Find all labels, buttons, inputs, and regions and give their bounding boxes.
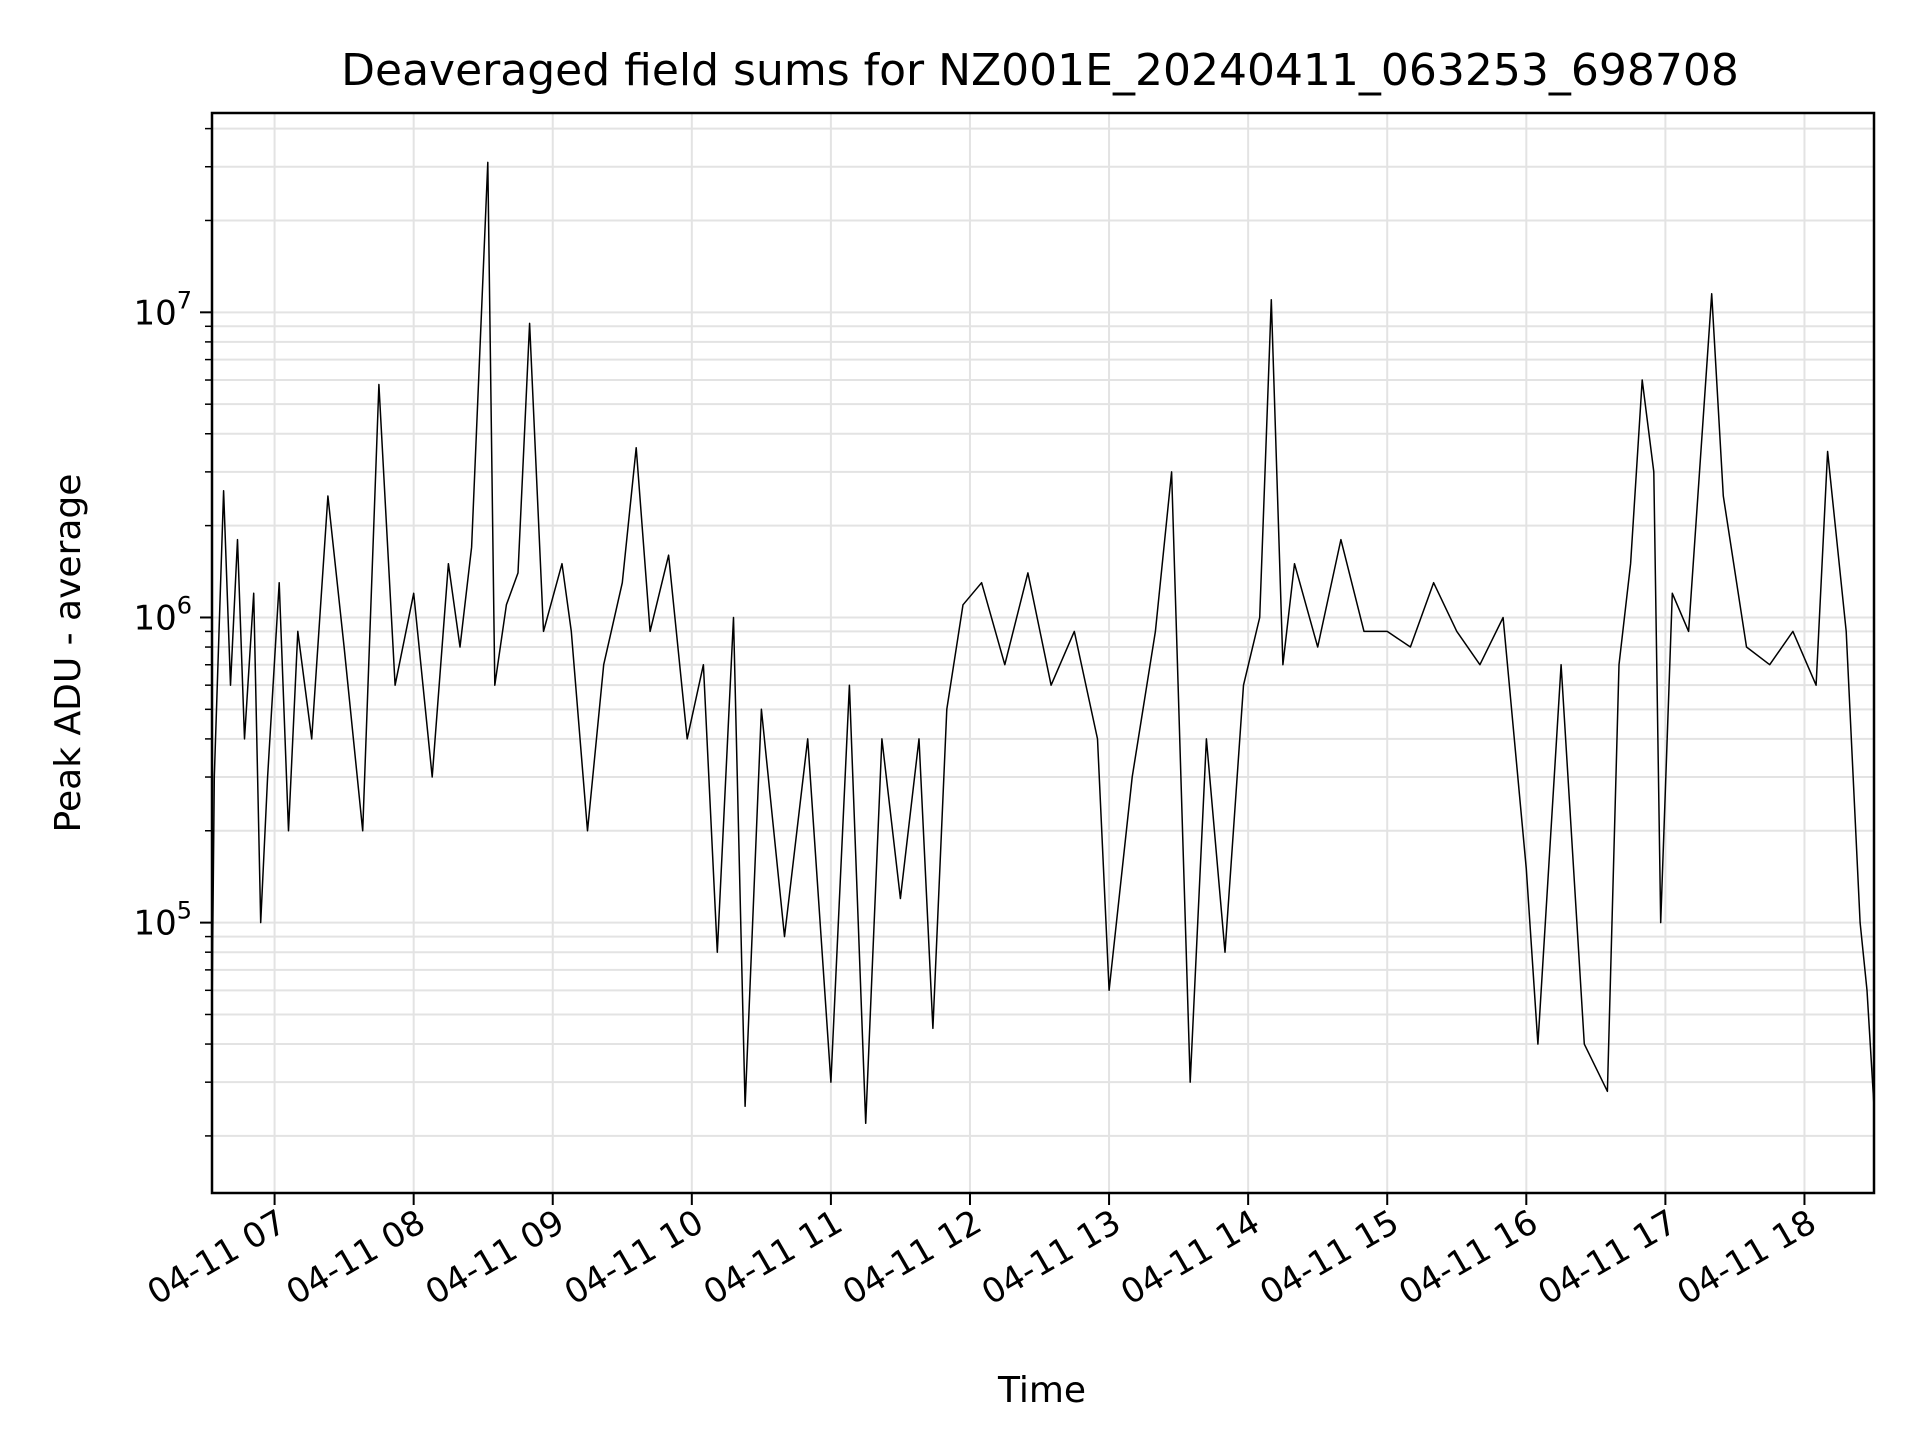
x-axis-label: Time xyxy=(997,1370,1086,1411)
plot-frame xyxy=(210,111,1876,1195)
y-axis: 105 106 107 xyxy=(133,127,212,1137)
y-tick-label: 106 xyxy=(133,591,192,638)
grid xyxy=(212,113,1874,1193)
chart-title: Deaveraged field sums for NZ001E_2024041… xyxy=(341,45,1739,96)
y-tick-label: 105 xyxy=(133,897,192,944)
series-line-0 xyxy=(211,161,1875,1125)
data-series xyxy=(211,161,1875,1125)
y-tick-label: 107 xyxy=(133,286,192,333)
y-axis-label: Peak ADU - average xyxy=(48,474,89,833)
